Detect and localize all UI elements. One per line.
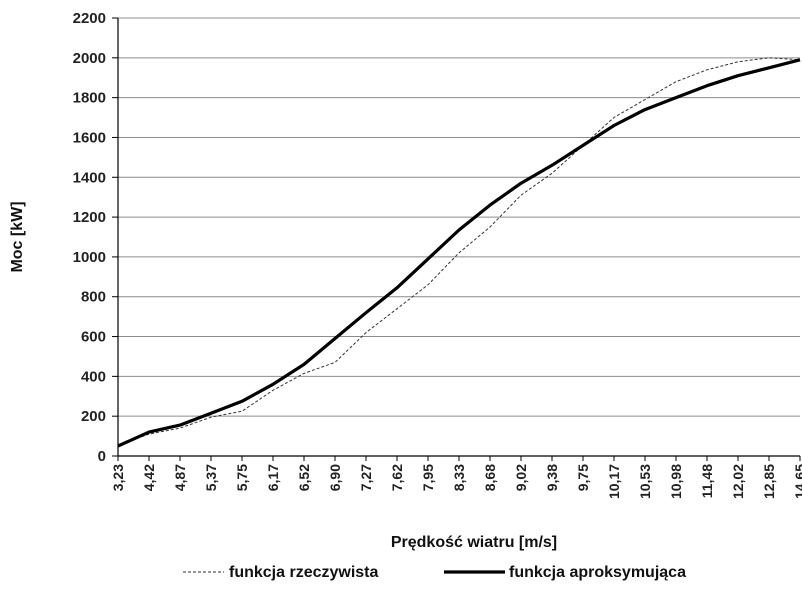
- x-tick-label-12: 8,68: [482, 464, 498, 491]
- x-tick-label-5: 6,17: [265, 464, 281, 491]
- grid-lines: [118, 17, 800, 417]
- series-line-funkcja-aproksymujaca: [117, 58, 801, 448]
- x-tick-label-18: 10,98: [668, 464, 684, 499]
- legend-label-funkcja-rzeczywista: funkcja rzeczywista: [229, 564, 379, 581]
- x-tick-label-14: 9,38: [544, 464, 560, 491]
- y-tick-label-1800: 1800: [73, 90, 106, 107]
- y-axis-title: Moc [kW]: [9, 201, 26, 272]
- y-axis-ticks: 0 200 400 600 800 1000 1200 1400 1600 1800 2000 220…: [73, 10, 118, 465]
- x-tick-label-16: 10,17: [606, 464, 622, 499]
- x-tick-label-15: 9,75: [575, 464, 591, 491]
- x-tick-label-1: 4,42: [141, 464, 157, 491]
- y-tick-label-600: 600: [81, 329, 106, 346]
- legend-label-funkcja-aproksymujaca: funkcja aproksymująca: [509, 564, 686, 581]
- series-line-funkcja-rzeczywista: [117, 57, 801, 446]
- y-tick-label-1400: 1400: [73, 169, 106, 186]
- x-tick-label-4: 5,75: [234, 464, 250, 491]
- x-tick-label-2: 4,87: [172, 464, 188, 491]
- y-tick-label-0: 0: [98, 448, 106, 465]
- y-tick-label-800: 800: [81, 289, 106, 306]
- y-tick-label-1000: 1000: [73, 249, 106, 266]
- x-axis-ticks: 3,23 4,42 4,87 5,37 5,75 6,17 6,52 6,90 7,27 7,62…: [110, 456, 802, 499]
- x-tick-label-8: 7,27: [358, 464, 374, 491]
- x-tick-label-20: 12,02: [730, 464, 746, 499]
- x-tick-label-0: 3,23: [110, 464, 126, 491]
- y-tick-label-400: 400: [81, 368, 106, 385]
- x-tick-label-6: 6,52: [296, 464, 312, 491]
- x-tick-label-19: 11,48: [699, 464, 715, 498]
- x-tick-label-21: 12,85: [761, 464, 777, 499]
- y-tick-label-1200: 1200: [73, 209, 106, 226]
- x-tick-label-9: 7,62: [389, 464, 405, 491]
- x-tick-label-13: 9,02: [513, 464, 529, 491]
- x-axis-title: Prędkość wiatru [m/s]: [391, 534, 557, 551]
- x-tick-label-3: 5,37: [203, 464, 219, 491]
- legend: funkcja rzeczywista funkcja aproksymując…: [183, 564, 686, 581]
- y-tick-label-1600: 1600: [73, 129, 106, 146]
- x-tick-label-7: 6,90: [327, 464, 343, 491]
- x-tick-label-17: 10,53: [637, 464, 653, 499]
- y-tick-label-200: 200: [81, 408, 106, 425]
- y-tick-label-2000: 2000: [73, 50, 106, 67]
- y-tick-label-2200: 2200: [73, 10, 106, 27]
- x-tick-label-11: 8,33: [451, 464, 467, 491]
- x-tick-label-22: 14,65: [792, 464, 802, 499]
- series-lines: [117, 57, 801, 448]
- x-tick-label-10: 7,95: [420, 464, 436, 491]
